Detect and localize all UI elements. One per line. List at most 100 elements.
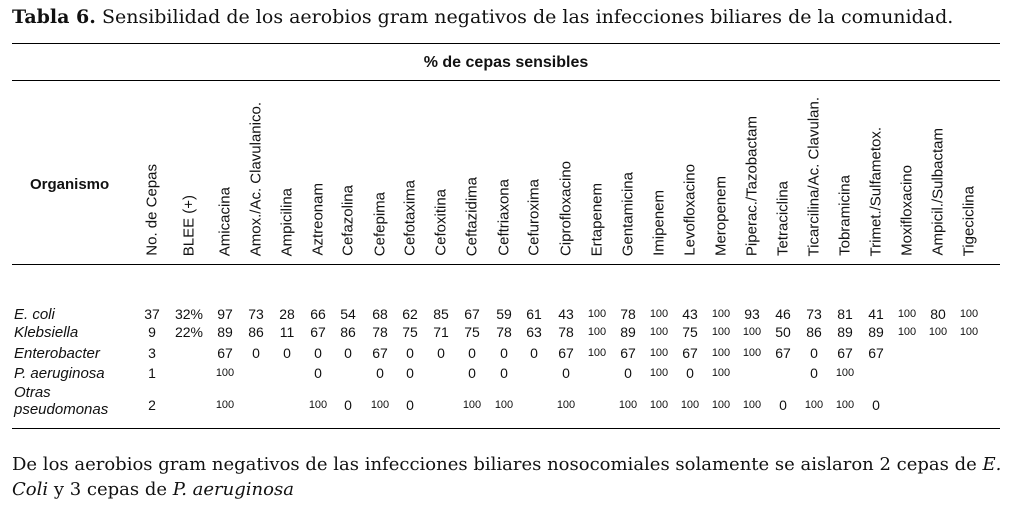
column-header-label: Ceftriaxona xyxy=(495,179,513,256)
column-header: Tobramicina xyxy=(830,84,860,256)
column-header: Amicacina xyxy=(210,84,240,256)
column-header: Piperac./Tazobactam xyxy=(737,84,767,256)
table-cell: 100 xyxy=(711,326,731,338)
table-cell: 100 xyxy=(711,308,731,320)
table-cell: 100 xyxy=(897,326,917,338)
column-header-label: Aztreonam xyxy=(309,183,327,256)
table-cell: 0 xyxy=(406,365,414,381)
table-cell: 37 xyxy=(144,306,160,322)
table-cell: 61 xyxy=(526,306,542,322)
column-header-label: Cefazolina xyxy=(339,185,357,256)
column-header: Ticarcilina/Ac. Clavulan. xyxy=(799,84,829,257)
table-cell: 100 xyxy=(711,347,731,359)
column-header-label: Tigeciclina xyxy=(960,185,978,256)
table-cell: 100 xyxy=(462,399,482,411)
table-cell: 0 xyxy=(344,397,352,413)
table-cell: 100 xyxy=(587,347,607,359)
column-header-label: Ciproﬂoxacino xyxy=(557,160,575,256)
table-cell: 9 xyxy=(148,324,156,340)
table-cell: 54 xyxy=(340,306,356,322)
column-header-label: Amox./Ac. Clavulanico. xyxy=(247,101,265,256)
table-cell: 0 xyxy=(406,397,414,413)
column-header: Meropenem xyxy=(706,84,736,256)
table-cell: 67 xyxy=(620,345,636,361)
table-cell: 100 xyxy=(370,399,390,411)
table-cell: 0 xyxy=(872,397,880,413)
column-header-label: Cefuroxima xyxy=(525,179,543,256)
table-cell: 100 xyxy=(928,326,948,338)
table-cell: 78 xyxy=(558,324,574,340)
table-cell: 62 xyxy=(402,306,418,322)
footnote-text-2: y 3 cepas de xyxy=(48,479,173,500)
table-cell: 22% xyxy=(174,324,204,340)
table-cell: 67 xyxy=(682,345,698,361)
table-cell: 11 xyxy=(279,324,295,340)
table-cell: 0 xyxy=(344,345,352,361)
table-cell: 75 xyxy=(464,324,480,340)
table-cell: 0 xyxy=(468,345,476,361)
table-cell: 0 xyxy=(314,365,322,381)
table-cell: 100 xyxy=(959,326,979,338)
column-header-label: Cefoxitina xyxy=(432,189,450,256)
table-cell: 63 xyxy=(526,324,542,340)
column-header-label: Cefotaxima xyxy=(401,180,419,256)
column-header-label: Gentamicina xyxy=(619,171,637,256)
table-cell: 67 xyxy=(868,345,884,361)
column-header-label: Cefepima xyxy=(371,191,389,256)
table-cell: 100 xyxy=(587,308,607,320)
table-cell: 100 xyxy=(587,326,607,338)
column-header-label: Trimet./Sulfametox. xyxy=(867,126,885,256)
organism-name-line: Otras xyxy=(14,384,51,401)
column-header-label: BLEE (+) xyxy=(180,194,198,256)
table-cell: 32% xyxy=(174,306,204,322)
table-cell: 89 xyxy=(217,324,233,340)
organism-name: P. aeruginosa xyxy=(14,365,105,382)
column-header: Cefazolina xyxy=(333,84,363,256)
column-header: BLEE (+) xyxy=(174,84,204,256)
table-cell: 100 xyxy=(897,308,917,320)
column-header-label: Moxiﬂoxacino xyxy=(898,165,916,256)
table-cell: 67 xyxy=(464,306,480,322)
table-cell: 100 xyxy=(649,399,669,411)
body-rule xyxy=(12,264,1000,265)
column-header-label: Meropenem xyxy=(712,175,730,256)
column-header: Ampicil./Sulbactam xyxy=(923,84,953,256)
table-cell: 67 xyxy=(372,345,388,361)
table-cell: 86 xyxy=(340,324,356,340)
column-header: No. de Cepas xyxy=(137,84,167,256)
table-cell: 100 xyxy=(215,367,235,379)
table-cell: 0 xyxy=(500,365,508,381)
column-header: Tigeciclina xyxy=(954,84,984,256)
table-cell: 89 xyxy=(837,324,853,340)
table-cell: 0 xyxy=(810,365,818,381)
table-cell: 100 xyxy=(649,308,669,320)
table-cell: 59 xyxy=(496,306,512,322)
table-cell: 67 xyxy=(775,345,791,361)
table-cell: 41 xyxy=(868,306,884,322)
organism-name: Enterobacter xyxy=(14,345,100,362)
column-header: Aztreonam xyxy=(303,84,333,256)
column-header-label: No. de Cepas xyxy=(143,164,161,256)
column-header: Cefotaxima xyxy=(395,84,425,256)
table-cell: 81 xyxy=(837,306,853,322)
table-cell: 80 xyxy=(930,306,946,322)
column-header: Amox./Ac. Clavulanico. xyxy=(241,84,271,256)
table-cell: 66 xyxy=(310,306,326,322)
organism-name-line: pseudomonas xyxy=(14,401,109,418)
column-header: Ceftazidima xyxy=(457,84,487,256)
table-cell: 73 xyxy=(248,306,264,322)
table-cell: 0 xyxy=(437,345,445,361)
table-cell: 0 xyxy=(810,345,818,361)
table-cell: 28 xyxy=(279,306,295,322)
table-cell: 0 xyxy=(376,365,384,381)
column-header: Imipenem xyxy=(644,84,674,256)
column-header: Trimet./Sulfametox. xyxy=(861,84,891,256)
column-header-label: Ceftazidima xyxy=(463,176,481,256)
table-cell: 100 xyxy=(556,399,576,411)
column-header-label: Tetraciclina xyxy=(774,180,792,256)
table-cell: 100 xyxy=(649,347,669,359)
column-header-label: Ampicilina xyxy=(278,187,296,256)
table-cell: 100 xyxy=(835,399,855,411)
column-header: Moxiﬂoxacino xyxy=(892,84,922,256)
table-cell: 100 xyxy=(215,399,235,411)
